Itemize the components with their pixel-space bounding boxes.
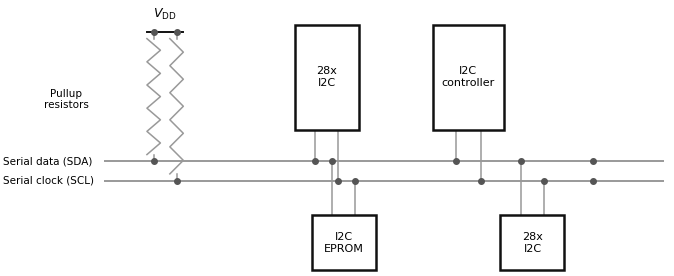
Text: I2C
EPROM: I2C EPROM (324, 232, 364, 254)
Text: Serial data (SDA): Serial data (SDA) (3, 156, 93, 166)
Bar (312, 215, 376, 270)
Text: Pullup
resistors: Pullup resistors (44, 89, 88, 110)
Text: I2C
controller: I2C controller (441, 67, 495, 88)
Text: Serial clock (SCL): Serial clock (SCL) (3, 176, 94, 186)
Bar (295, 25, 359, 130)
Bar (500, 215, 565, 270)
Text: $V_{\mathrm{DD}}$: $V_{\mathrm{DD}}$ (154, 7, 177, 22)
Text: 28x
I2C: 28x I2C (317, 67, 337, 88)
Bar (433, 25, 503, 130)
Text: 28x
I2C: 28x I2C (522, 232, 543, 254)
